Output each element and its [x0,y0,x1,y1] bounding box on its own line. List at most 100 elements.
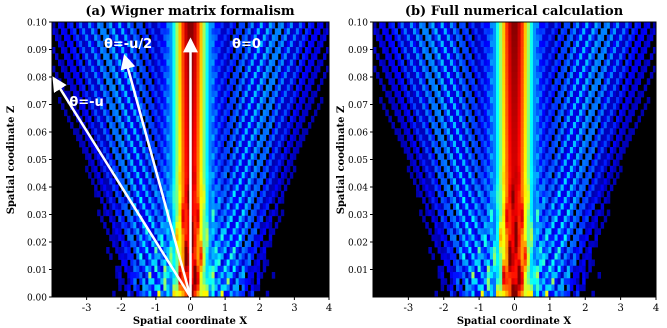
heatmap-cell [502,47,506,54]
heatmap-cell [471,272,475,279]
heatmap-cell [511,78,515,85]
heatmap-cell [268,153,273,160]
heatmap-cell [229,140,234,148]
heatmap-cell [244,265,249,273]
heatmap-cell [280,34,285,42]
heatmap-cell [205,240,209,248]
heatmap-cell [157,115,161,123]
heatmap-cell [431,28,435,35]
heatmap-cell [548,28,552,35]
heatmap-cell [514,172,518,179]
heatmap-cell [536,240,540,248]
heatmap-cell [514,90,518,98]
heatmap-cell [496,59,500,67]
heatmap-cell [106,178,110,185]
heatmap-cell [103,147,107,154]
heatmap-cell [214,209,218,217]
heatmap-cell [175,278,179,285]
heatmap-cell [434,65,438,73]
heatmap-cell [181,278,185,285]
heatmap-cell [456,284,460,292]
heatmap-cell [477,165,482,173]
heatmap-cell [199,47,203,54]
heatmap-cell [471,172,475,179]
heatmap-cell [416,184,420,192]
heatmap-cell [514,97,518,104]
heatmap-cell [545,203,549,210]
heatmap-cell [289,115,294,123]
heatmap-cell [154,209,158,217]
heatmap-cell [542,228,546,235]
heatmap-cell [514,84,518,92]
heatmap-cell [496,40,500,48]
heatmap-cell [154,103,158,110]
heatmap-cell [449,265,454,273]
heatmap-cell [268,122,273,129]
heatmap-cell [100,128,104,135]
heatmap-cell [301,22,306,29]
heatmap-cell [121,259,125,267]
heatmap-cell [205,115,209,123]
heatmap-cell [262,28,267,35]
heatmap-cell [244,65,249,73]
heatmap-cell [539,284,543,292]
heatmap-cell [459,40,463,48]
heatmap-cell [178,247,182,254]
heatmap-cell [247,240,252,248]
heatmap-cell [449,28,454,35]
heatmap-cell [94,122,98,129]
heatmap-cell [511,165,515,173]
heatmap-cell [416,53,420,60]
heatmap-cell [136,53,140,60]
heatmap-cell [548,122,552,129]
heatmap-cell [409,40,414,48]
heatmap-cell [253,265,258,273]
heatmap-cell [539,259,543,267]
heatmap-cell [265,147,270,154]
heatmap-cell [232,197,237,204]
heatmap-cell [172,209,176,217]
heatmap-cell [471,165,475,173]
heatmap-cell [572,40,577,48]
heatmap-cell [187,278,191,285]
heatmap-cell [502,128,506,135]
heatmap-cell [304,109,309,117]
heatmap-cell [172,272,176,279]
heatmap-cell [238,290,243,297]
heatmap-cell [265,203,270,210]
heatmap-cell [172,290,176,297]
heatmap-cell [557,59,562,67]
heatmap-cell [492,172,497,179]
heatmap-cell [508,272,512,279]
heatmap-cell [238,265,243,273]
heatmap-cell [115,109,119,117]
heatmap-cell [449,172,454,179]
heatmap-cell [217,53,222,60]
heatmap-cell [166,84,170,92]
heatmap-cell [133,59,137,67]
heatmap-cell [109,134,113,142]
heatmap-cell [262,109,267,117]
heatmap-cell [241,59,246,67]
heatmap-cell [443,240,448,248]
heatmap-cell [566,197,571,204]
heatmap-cell [244,147,249,154]
heatmap-cell [434,128,438,135]
heatmap-cell [560,265,565,273]
heatmap-cell [274,134,279,142]
heatmap-cell [425,109,429,117]
heatmap-cell [486,284,491,292]
heatmap-cell [560,215,565,223]
heatmap-cell [91,128,95,135]
heatmap-cell [211,90,215,98]
heatmap-cell [151,184,155,192]
heatmap-cell [557,22,562,29]
heatmap-cell [459,53,463,60]
heatmap-cell [505,78,509,85]
heatmap-cell [172,253,176,260]
heatmap-cell [211,203,215,210]
heatmap-cell [560,278,565,285]
heatmap-cell [133,147,137,154]
heatmap-cell [163,234,167,242]
heatmap-cell [103,134,107,142]
